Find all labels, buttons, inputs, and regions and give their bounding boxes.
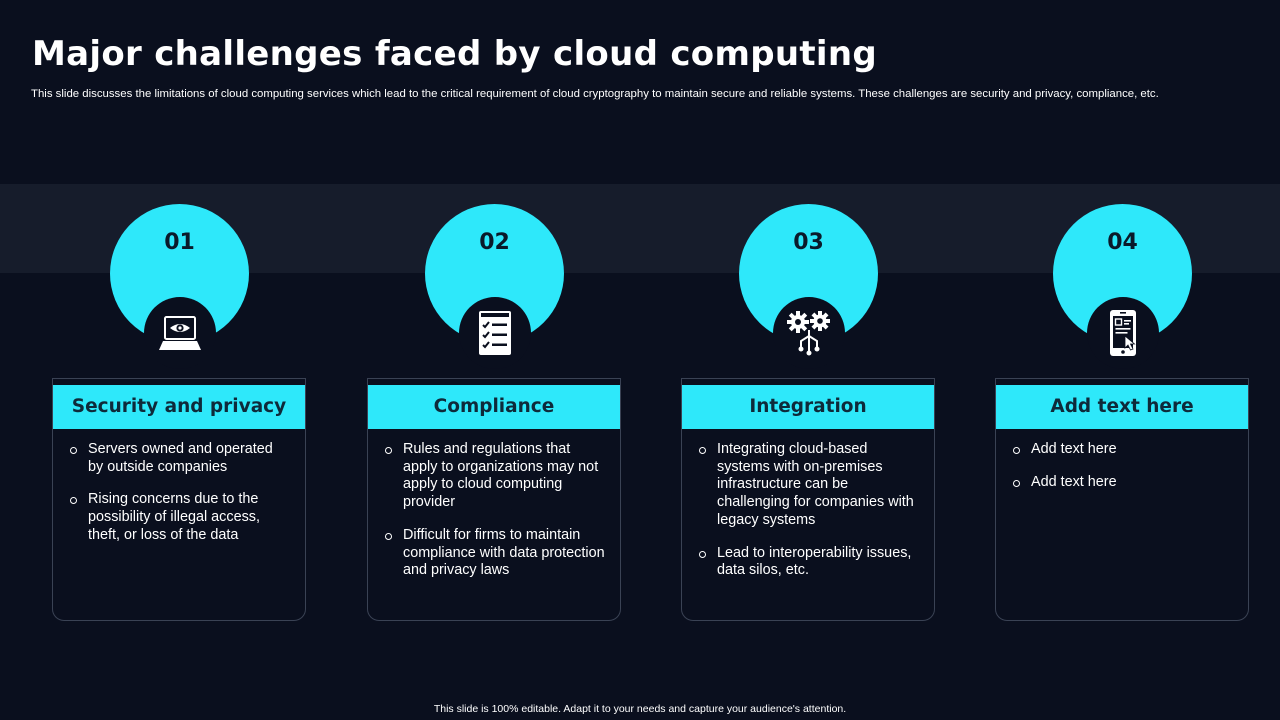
challenge-column-1: 01 Security and privacy Servers owned an…	[52, 0, 308, 720]
bullet-item: Lead to interoperability issues, data si…	[698, 545, 920, 580]
card-heading: Security and privacy	[53, 385, 305, 429]
challenge-column-4: 04 Add text here Add text here Add text …	[995, 0, 1251, 720]
bullet-list: Rules and regulations that apply to orga…	[384, 441, 606, 595]
challenge-card: Security and privacy Servers owned and o…	[52, 378, 306, 621]
checklist-icon	[479, 311, 511, 355]
card-heading: Add text here	[996, 385, 1248, 429]
challenge-card: Integration Integrating cloud-based syst…	[681, 378, 935, 621]
challenge-column-3: 03 Integration Int	[681, 0, 937, 720]
gears-network-icon	[787, 311, 830, 356]
bullet-list: Integrating cloud-based systems with on-…	[698, 441, 920, 595]
bullet-item: Add text here	[1012, 441, 1234, 459]
bullet-item: Difficult for firms to maintain complian…	[384, 527, 606, 580]
challenge-card: Compliance Rules and regulations that ap…	[367, 378, 621, 621]
challenge-number: 01	[164, 230, 195, 255]
number-circle: 01	[110, 204, 249, 343]
page-title: Major challenges faced by cloud computin…	[32, 34, 877, 74]
challenge-card: Add text here Add text here Add text her…	[995, 378, 1249, 621]
card-heading: Compliance	[368, 385, 620, 429]
bullet-item: Servers owned and operated by outside co…	[69, 441, 291, 476]
bullet-list: Add text here Add text here	[1012, 441, 1234, 506]
challenge-number: 02	[479, 230, 510, 255]
bullet-item: Rules and regulations that apply to orga…	[384, 441, 606, 512]
card-heading: Integration	[682, 385, 934, 429]
bullet-item: Add text here	[1012, 474, 1234, 492]
challenge-number: 04	[1107, 230, 1138, 255]
laptop-eye-icon	[159, 316, 201, 350]
bullet-list: Servers owned and operated by outside co…	[69, 441, 291, 560]
footer-note: This slide is 100% editable. Adapt it to…	[433, 703, 847, 715]
bullet-item: Rising concerns due to the possibility o…	[69, 491, 291, 544]
challenge-number: 03	[793, 230, 824, 255]
challenge-column-2: 02 Compliance Rules and regulations that…	[367, 0, 623, 720]
bullet-item: Integrating cloud-based systems with on-…	[698, 441, 920, 530]
page-subtitle: This slide discusses the limitations of …	[31, 88, 1159, 100]
mobile-touch-icon	[1110, 310, 1136, 356]
